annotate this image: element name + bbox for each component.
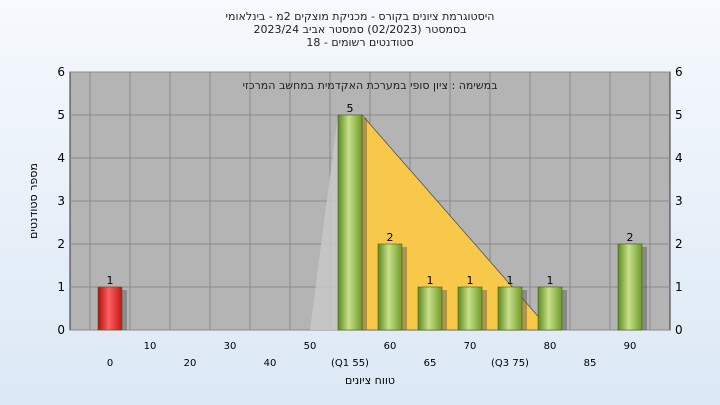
bar-55 [337,114,363,331]
bar-80 [537,286,563,331]
x-tick-label: 0 [107,358,113,369]
x-tick-label: 85 [584,358,597,369]
data-label: 1 [107,274,114,287]
y-tick-label-right: 0 [675,323,683,337]
y-tick-label-left: 6 [57,65,65,79]
x-tick-label: 40 [264,358,277,369]
y-tick-label-left: 1 [57,280,65,294]
chart-title: היסטוגרמת ציונים בקורס - מכניקת מוצקים 2… [225,10,495,23]
data-label: 1 [467,274,474,287]
y-tick-label-right: 3 [675,194,683,208]
y-tick-label-left: 2 [57,237,65,251]
x-tick-label: 60 [384,341,397,352]
x-tick-label: 10 [144,341,157,352]
chart-annotation: במשימה : ציון סופי במערכת האקדמית במחשב … [243,79,498,92]
x-tick-label: 30 [224,341,237,352]
y-tick-label-right: 6 [675,65,683,79]
data-label: 1 [547,274,554,287]
x-tick-label: 70 [464,341,477,352]
y-tick-label-left: 3 [57,194,65,208]
x-tick-label: (Q1 55) [331,358,369,369]
x-tick-label: (Q3 75) [491,358,529,369]
chart-subtitle-students: סטודנטים רשומים - 18 [306,36,414,49]
x-tick-label: 80 [544,341,557,352]
bar-75 [497,286,523,331]
data-label: 5 [347,102,354,115]
y-tick-label-right: 2 [675,237,683,251]
data-label: 2 [627,231,634,244]
y-tick-label-right: 5 [675,108,683,122]
y-tick-label-right: 4 [675,151,683,165]
bar-60 [377,243,403,331]
chart-title-block: היסטוגרמת ציונים בקורס - מכניקת מוצקים 2… [0,10,720,49]
x-tick-label: 65 [424,358,437,369]
distribution-left-slope [310,115,338,330]
data-label: 2 [387,231,394,244]
y-tick-label-left: 5 [57,108,65,122]
bar-70 [457,286,483,331]
bar-90 [617,243,643,331]
y-tick-label-right: 1 [675,280,683,294]
y-axis-title: מספר סטודנטים [27,163,40,239]
y-tick-label-left: 0 [57,323,65,337]
chart-subtitle-semester: בסמסטר (02/2023) סמסטר אביב 2023/24 [253,23,467,36]
x-axis-title: טווח ציונים [345,374,395,387]
data-label: 1 [427,274,434,287]
x-tick-label: 90 [624,341,637,352]
data-label: 1 [507,274,514,287]
x-tick-label: 50 [304,341,317,352]
bar-0 [97,286,123,331]
x-tick-label: 20 [184,358,197,369]
bar-65 [417,286,443,331]
y-tick-label-left: 4 [57,151,65,165]
